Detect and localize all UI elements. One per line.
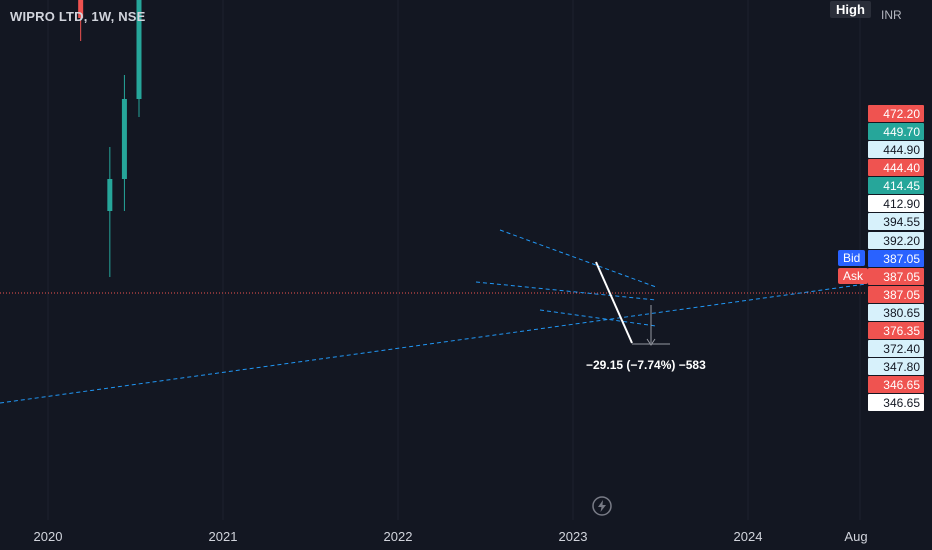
trendlines[interactable] [0,229,867,404]
candle [78,0,84,41]
price-label-bg [868,232,924,249]
candle [107,147,113,277]
high-badge[interactable]: High [830,1,871,18]
price-label: 392.20 [868,232,924,249]
trendline [539,309,657,327]
price-label: 387.05 [868,250,924,267]
candles [78,0,142,277]
candle-body [107,179,113,211]
price-label-bg [868,195,924,212]
price-label-bg [868,177,924,194]
time-axis[interactable]: 2020 2021 2022 2023 2024 Aug [0,520,932,550]
price-label-text: 472.20 [883,107,920,121]
time-tick-label: 2024 [734,529,763,544]
price-label: 376.35 [868,322,924,339]
time-axis-bg [0,520,932,550]
price-label-text: 394.55 [883,215,920,229]
price-label-bg [868,141,924,158]
price-label-bg [868,213,924,230]
candle-body [78,0,84,18]
price-label-text: 387.05 [883,270,920,284]
price-label-text: 346.65 [883,378,920,392]
price-label: 444.90 [868,141,924,158]
horizontal-levels[interactable] [0,0,866,294]
time-tick-label: 2023 [559,529,588,544]
candle-body [121,99,127,179]
price-label: 414.45 [868,177,924,194]
candle-body [136,0,142,99]
price-label-text: 414.45 [883,179,920,193]
symbol-title: WIPRO LTD, 1W, NSE [10,9,146,24]
measure-line [595,261,633,344]
price-label-bg [868,304,924,321]
price-label: 394.55 [868,213,924,230]
price-label: 387.05 [868,286,924,303]
bid-label: Bid [838,250,866,266]
price-label-bg [868,159,924,176]
price-label-bg [868,268,924,285]
price-label-bg [868,394,924,411]
price-label-text: 387.05 [883,252,920,266]
chart-grid [47,0,861,520]
price-label: 412.90 [868,195,924,212]
price-label-text: 346.65 [883,396,920,410]
price-label-text: 449.70 [883,125,920,139]
measure-arrowhead [646,338,656,346]
time-tick-label: 2020 [34,529,63,544]
time-tick-label: Aug [844,529,867,544]
candle [136,0,142,117]
ask-label: Ask [838,268,869,284]
price-label-bg [868,123,924,140]
trendline [0,283,867,404]
price-label-text: 444.90 [883,143,920,157]
price-label-bg [868,322,924,339]
price-label-text: 347.80 [883,360,920,374]
price-label: 387.05 [868,268,924,285]
price-label-text: 380.65 [883,306,920,320]
time-tick-label: 2022 [384,529,413,544]
price-label: 346.65 [868,376,924,393]
price-label-text: 444.40 [883,161,920,175]
price-label: 380.65 [868,304,924,321]
price-axis[interactable]: 640.00590.00290.00270.00250.00472.20449.… [866,0,932,550]
price-label: 449.70 [868,123,924,140]
measure-tool[interactable] [595,261,670,346]
currency-label: INR [881,8,902,22]
price-label: 372.40 [868,340,924,357]
price-label: 346.65 [868,394,924,411]
price-label-bg [868,340,924,357]
price-label: 347.80 [868,358,924,375]
price-label-text: 387.05 [883,288,920,302]
price-label-bg [868,250,924,267]
price-label-text: 376.35 [883,324,920,338]
price-label: 444.40 [868,159,924,176]
price-label: 472.20 [868,105,924,122]
lightning-bolt-icon[interactable] [592,496,612,516]
time-tick-label: 2021 [209,529,238,544]
price-label-text: 372.40 [883,342,920,356]
price-label-bg [868,376,924,393]
price-label-bg [868,286,924,303]
price-label-text: 412.90 [883,197,920,211]
price-label-bg [868,358,924,375]
measure-label: −29.15 (−7.74%) −583 [586,358,706,372]
price-label-text: 392.20 [883,234,920,248]
price-label-bg [868,105,924,122]
candle [121,75,127,211]
trendline [499,229,657,288]
trendline [475,281,657,301]
